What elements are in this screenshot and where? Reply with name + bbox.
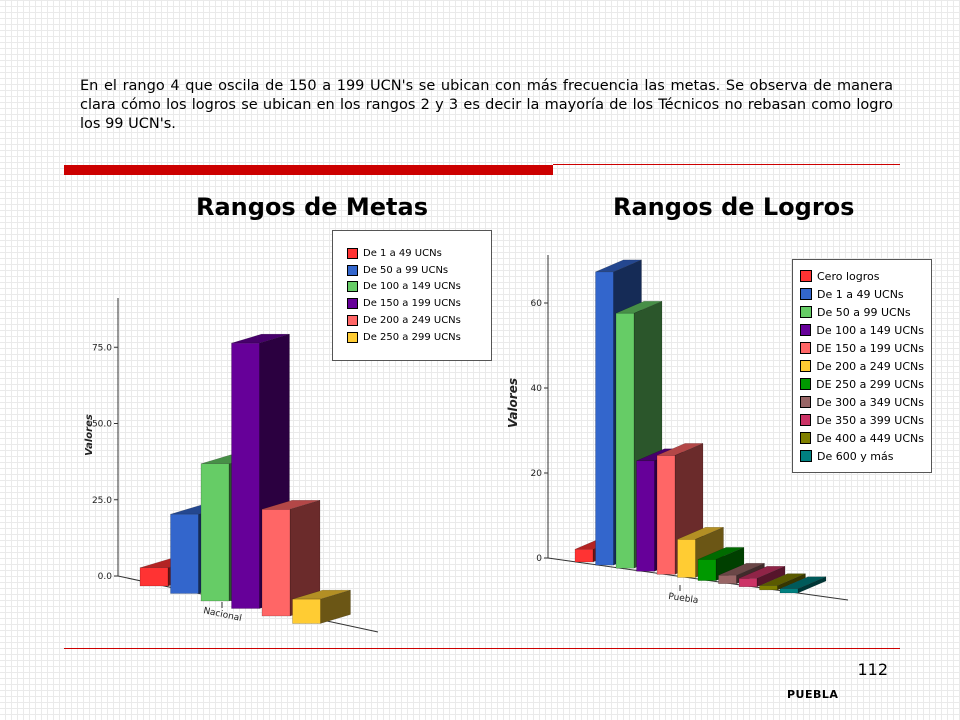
legend-swatch <box>800 414 812 426</box>
legend-label: DE 250 a 299 UCNs <box>816 377 924 391</box>
legend-item-de-1-a-49-ucns: De 1 a 49 UCNs <box>800 285 924 303</box>
bar-front <box>292 598 321 624</box>
legend-swatch <box>800 378 812 390</box>
legend-label: De 100 a 149 UCNs <box>363 281 461 293</box>
title-rule-thin <box>553 164 900 165</box>
legend-swatch <box>347 315 358 327</box>
legend-swatch <box>800 270 812 282</box>
legend-label: De 150 a 199 UCNs <box>363 298 461 310</box>
legend-swatch <box>347 331 358 343</box>
legend-swatch <box>800 396 812 408</box>
legend-swatch <box>347 264 358 276</box>
legend-label: De 400 a 449 UCNs <box>816 431 924 445</box>
bar-front <box>170 513 199 594</box>
legend-item-de-400-a-449-ucns: De 400 a 449 UCNs <box>800 429 924 447</box>
bar-de-600-y-m-s <box>779 576 827 594</box>
legend-item-de-50-a-99-ucns: De 50 a 99 UCNs <box>800 303 924 321</box>
legend-label: De 200 a 249 UCNs <box>816 359 924 373</box>
legend-item-de-600-y-m-s: De 600 y más <box>800 447 924 465</box>
bar-front <box>574 549 594 563</box>
legend-item-de-200-a-249-ucns: De 200 a 249 UCNs <box>347 312 477 329</box>
metas-legend: De 1 a 49 UCNs De 50 a 99 UCNs De 100 a 14… <box>332 230 492 361</box>
legend-label: De 600 y más <box>817 449 894 463</box>
metas-chart: 0.0 25.0 50.0 75.0 Valores Nacional <box>84 298 379 633</box>
legend-label: De 1 a 49 UCNs <box>363 247 442 259</box>
legend-swatch <box>800 288 812 300</box>
bar-front <box>779 588 799 594</box>
legend-item-de-300-a-349-ucns: De 300 a 349 UCNs <box>800 393 924 411</box>
legend-item-de-250-a-299-ucns: DE 250 a 299 UCNs <box>800 375 924 393</box>
bar-de-350-a-399-ucns <box>738 565 786 588</box>
bar-front <box>697 559 717 581</box>
legend-label: De 200 a 249 UCNs <box>363 315 461 327</box>
legend-item-de-100-a-149-ucns: De 100 a 149 UCNs <box>347 279 477 296</box>
footer-rule <box>64 648 900 649</box>
legend-swatch <box>800 306 812 318</box>
bar-front <box>261 509 291 617</box>
intro-paragraph: En el rango 4 que oscila de 150 a 199 UC… <box>80 78 893 132</box>
bar-front <box>759 585 778 591</box>
legend-label: De 250 a 299 UCNs <box>363 331 461 343</box>
legend-swatch <box>800 360 812 372</box>
bar-de-200-a-249-ucns <box>261 499 321 617</box>
legend-item-de-150-a-199-ucns: De 150 a 199 UCNs <box>347 295 477 312</box>
legend-label: DE 150 a 199 UCNs <box>816 341 924 355</box>
metas-chart-title: Rangos de Metas <box>196 193 428 221</box>
legend-label: De 50 a 99 UCNs <box>817 305 911 319</box>
legend-swatch <box>800 342 812 354</box>
y-tick-label: 50.0 <box>92 420 112 430</box>
logros-legend: Cero logros De 1 a 49 UCNs De 50 a 99 UCNs… <box>792 259 932 473</box>
bar-front <box>139 567 169 587</box>
legend-label: De 350 a 399 UCNs <box>816 413 924 427</box>
legend-swatch <box>800 450 812 462</box>
logros-chart-title: Rangos de Logros <box>613 193 855 221</box>
legend-label: De 300 a 349 UCNs <box>816 395 924 409</box>
bar-front <box>677 539 696 578</box>
legend-label: De 100 a 149 UCNs <box>816 323 924 337</box>
legend-swatch <box>347 281 358 293</box>
legend-swatch <box>347 298 358 310</box>
bar-front <box>656 455 676 575</box>
page-number: 112 <box>857 660 888 679</box>
legend-swatch <box>347 247 358 259</box>
logros-chart: 0 20 40 60 Valores Puebla <box>506 255 849 606</box>
legend-item-de-200-a-249-ucns: De 200 a 249 UCNs <box>800 357 924 375</box>
bar-front <box>595 271 614 566</box>
y-tick-label: 40 <box>531 384 543 394</box>
legend-label: Cero logros <box>817 269 880 283</box>
legend-item-de-50-a-99-ucns: De 50 a 99 UCNs <box>347 262 477 279</box>
legend-item-de-250-a-299-ucns: De 250 a 299 UCNs <box>347 329 477 346</box>
legend-item-cero-logros: Cero logros <box>800 267 924 285</box>
legend-item-de-350-a-399-ucns: De 350 a 399 UCNs <box>800 411 924 429</box>
x-tick-label: Puebla <box>668 592 699 606</box>
title-rule-thick <box>64 165 553 175</box>
legend-label: De 1 a 49 UCNs <box>817 287 904 301</box>
bar-front <box>718 574 737 584</box>
legend-item-de-1-a-49-ucns: De 1 a 49 UCNs <box>347 245 477 262</box>
bar-de-250-a-299-ucns <box>697 546 745 581</box>
y-tick-label: 20 <box>531 469 543 479</box>
legend-swatch <box>800 432 812 444</box>
legend-item-de-100-a-149-ucns: De 100 a 149 UCNs <box>800 321 924 339</box>
y-tick-label: 75.0 <box>92 343 112 353</box>
bar-de-250-a-299-ucns <box>292 589 351 624</box>
legend-swatch <box>800 324 812 336</box>
y-tick-label: 0.0 <box>98 572 113 582</box>
bar-front <box>636 460 655 572</box>
x-tick-label: Nacional <box>202 606 242 624</box>
y-tick-label: 25.0 <box>92 496 112 506</box>
y-axis-label: Valores <box>506 378 520 428</box>
bar-front <box>200 463 230 602</box>
bar-front <box>615 312 635 569</box>
bar-front <box>738 578 758 588</box>
legend-label: De 50 a 99 UCNs <box>363 264 449 276</box>
y-axis-label: Valores <box>84 414 95 456</box>
y-tick-label: 0 <box>536 554 542 564</box>
y-tick-label: 60 <box>531 299 543 309</box>
footer-label: PUEBLA <box>787 688 839 701</box>
legend-item-de-150-a-199-ucns: DE 150 a 199 UCNs <box>800 339 924 357</box>
bar-front <box>231 342 260 609</box>
